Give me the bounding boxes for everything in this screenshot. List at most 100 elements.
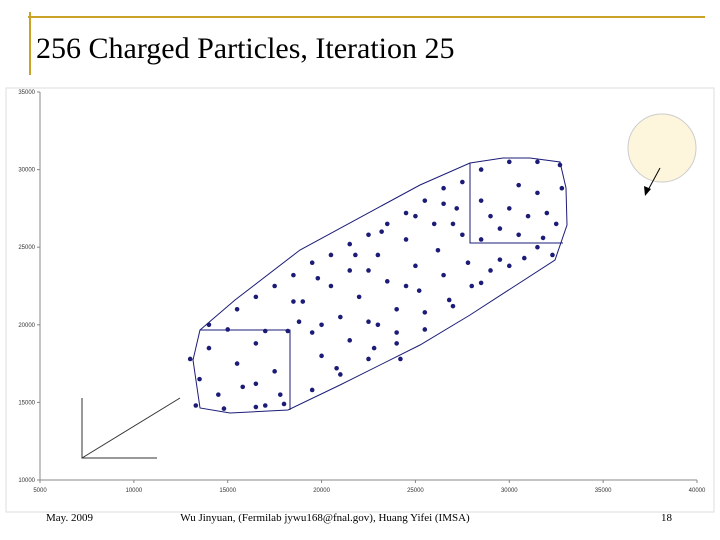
point bbox=[431, 221, 437, 227]
point bbox=[465, 260, 471, 266]
point bbox=[553, 221, 559, 227]
point bbox=[525, 213, 531, 219]
point bbox=[353, 252, 358, 258]
footer-authors: Wu Jinyuan, (Fermilab jywu168@fnal.gov),… bbox=[180, 512, 470, 524]
point bbox=[403, 210, 409, 216]
point bbox=[550, 252, 555, 258]
point bbox=[446, 297, 452, 303]
point bbox=[478, 237, 484, 242]
point bbox=[262, 403, 268, 408]
point bbox=[253, 381, 259, 387]
point bbox=[559, 185, 565, 191]
boundary bbox=[192, 157, 568, 414]
point bbox=[403, 237, 409, 242]
point bbox=[272, 283, 277, 289]
point bbox=[535, 190, 540, 196]
point bbox=[300, 299, 306, 304]
x-tick-label: 5000 bbox=[33, 488, 47, 494]
point bbox=[277, 392, 283, 397]
point bbox=[291, 299, 296, 304]
point bbox=[240, 384, 246, 390]
point bbox=[413, 263, 418, 269]
point bbox=[422, 310, 428, 315]
point bbox=[441, 185, 446, 191]
y-tick-label: 30000 bbox=[18, 168, 35, 174]
chart-title: 256 Charged Particles, Iteration 25 bbox=[36, 32, 455, 65]
direction-circle bbox=[627, 113, 697, 183]
direction-arrow bbox=[646, 167, 661, 193]
point bbox=[338, 372, 343, 377]
point bbox=[379, 229, 384, 234]
point bbox=[347, 241, 353, 247]
point bbox=[441, 201, 446, 207]
point bbox=[506, 263, 512, 269]
point bbox=[488, 213, 493, 219]
x-tick-label: 10000 bbox=[126, 488, 143, 494]
point bbox=[328, 252, 334, 258]
point bbox=[398, 356, 403, 362]
point bbox=[206, 322, 212, 328]
point bbox=[497, 226, 503, 231]
point bbox=[206, 345, 212, 351]
point bbox=[469, 283, 475, 289]
point bbox=[535, 244, 540, 250]
point bbox=[338, 314, 343, 320]
point bbox=[478, 280, 484, 286]
point bbox=[291, 272, 296, 278]
x-tick-label: 40000 bbox=[689, 488, 706, 494]
point bbox=[366, 356, 371, 362]
point bbox=[315, 275, 321, 281]
point bbox=[450, 303, 456, 309]
x-tick-label: 30000 bbox=[501, 488, 518, 494]
axes-sketch-diagonal bbox=[81, 397, 181, 459]
footer-date: May. 2009 bbox=[46, 512, 93, 524]
point bbox=[366, 268, 371, 273]
point bbox=[221, 406, 227, 411]
y-tick-label: 15000 bbox=[18, 400, 35, 406]
point bbox=[253, 341, 259, 346]
point bbox=[309, 260, 315, 266]
point bbox=[506, 159, 512, 165]
point bbox=[416, 288, 422, 293]
point bbox=[375, 322, 381, 328]
point bbox=[253, 294, 259, 300]
point bbox=[497, 257, 503, 262]
point bbox=[371, 345, 377, 351]
point bbox=[454, 206, 460, 211]
x-tick-label: 35000 bbox=[595, 488, 612, 494]
point bbox=[309, 387, 315, 393]
y-tick-label: 35000 bbox=[18, 90, 35, 96]
point bbox=[296, 319, 302, 324]
hull bbox=[192, 157, 568, 414]
point bbox=[193, 403, 199, 408]
arrow-head bbox=[644, 186, 651, 196]
y-tick-label: 20000 bbox=[18, 323, 35, 329]
y-tick-label: 10000 bbox=[18, 478, 35, 484]
point bbox=[394, 341, 399, 346]
point bbox=[544, 210, 550, 216]
point bbox=[422, 198, 428, 203]
footer-page: 18 bbox=[661, 512, 673, 524]
x-tick-label: 15000 bbox=[219, 488, 236, 494]
point bbox=[262, 328, 268, 334]
point bbox=[450, 221, 456, 227]
point bbox=[347, 268, 353, 273]
point bbox=[535, 159, 540, 165]
point bbox=[413, 213, 418, 219]
point bbox=[516, 182, 521, 188]
point bbox=[309, 330, 315, 335]
point bbox=[506, 206, 512, 211]
point bbox=[435, 248, 441, 253]
point bbox=[328, 283, 334, 289]
point bbox=[281, 401, 287, 407]
point bbox=[488, 268, 493, 273]
point bbox=[478, 167, 484, 172]
point bbox=[441, 272, 446, 278]
x-tick-label: 25000 bbox=[407, 488, 424, 494]
y-tick-label: 25000 bbox=[18, 245, 35, 251]
point bbox=[557, 162, 563, 168]
point bbox=[253, 404, 259, 410]
point bbox=[225, 327, 231, 332]
point bbox=[460, 179, 465, 185]
